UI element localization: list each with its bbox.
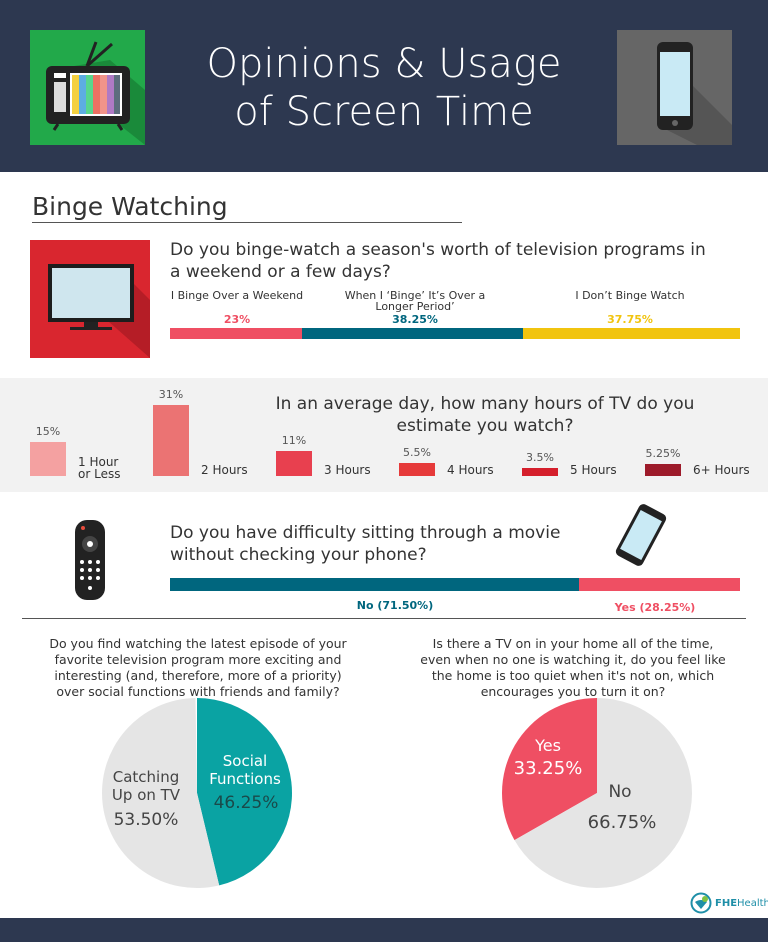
pie1-social-label: Social Functions — [209, 752, 281, 788]
hours-category-label: 6+ Hours — [693, 463, 750, 477]
hours-value-label: 5.5% — [403, 446, 431, 460]
pie2-yes-value: 33.25% — [513, 758, 583, 779]
binge-label-weekend: I Binge Over a Weekend — [170, 289, 304, 302]
hours-bar — [399, 463, 435, 476]
tv-retro-icon — [30, 30, 145, 145]
pie-slice — [197, 698, 293, 886]
hours-category-label: 1 Hour or Less — [78, 455, 121, 481]
footer — [0, 918, 768, 942]
hours-bar — [522, 467, 558, 476]
hours-value-label: 3.5% — [526, 450, 554, 464]
binge-label-longer: When I ‘Binge’ It’s Over a Longer Period… — [344, 289, 486, 313]
pie-slice — [102, 698, 220, 888]
bar-segment — [170, 328, 303, 339]
title-line-1: Opinions & Usage — [206, 41, 562, 87]
phone-question: Do you have difficulty sitting through a… — [170, 523, 561, 565]
hours-value-label: 15% — [35, 424, 61, 438]
phone-no-label: No (71.50%) — [356, 599, 434, 612]
hours-value-label: 11% — [281, 433, 307, 447]
bar-segment — [302, 328, 523, 339]
pie-slice — [501, 698, 597, 841]
binge-pct-longer: 38.25% — [392, 313, 438, 326]
pie1-question: Do you find watching the latest episode … — [49, 636, 347, 699]
binge-pct-dont: 37.75% — [607, 313, 653, 326]
binge-pct-weekend: 23% — [223, 313, 251, 326]
hours-band — [0, 378, 768, 492]
section-divider — [32, 222, 462, 223]
binge-label-dont: I Don’t Binge Watch — [575, 289, 685, 302]
hours-category-label: 4 Hours — [447, 463, 494, 477]
pie2-yes-label: Yes — [535, 736, 561, 755]
bar-segment — [578, 578, 740, 591]
smartphone-icon — [608, 502, 674, 572]
page-title: Opinions & Usage of Screen Time — [150, 40, 618, 136]
hours-bar — [30, 441, 66, 476]
hours-category-label: 2 Hours — [201, 463, 248, 477]
pie2-no-label: No — [608, 782, 632, 802]
binge-question: Do you binge-watch a season's worth of t… — [170, 240, 706, 282]
pie1-tv-value: 53.50% — [113, 810, 179, 830]
phone-stacked-bar — [170, 578, 740, 591]
hours-value-label: 5.25% — [645, 446, 681, 460]
pie2-no-value: 66.75% — [587, 812, 657, 833]
bar-segment — [170, 578, 579, 591]
flat-tv-icon — [30, 240, 150, 358]
binge-stacked-bar — [170, 328, 740, 339]
hours-bar — [276, 450, 312, 476]
hours-question: In an average day, how many hours of TV … — [275, 394, 695, 436]
phone-yes-label: Yes (28.25%) — [614, 601, 696, 614]
pie1-tv-label: Catching Up on TV — [111, 768, 181, 804]
remote-control-icon — [72, 518, 108, 606]
pie2-question: Is there a TV on in your home all of the… — [420, 636, 726, 699]
pie1-social-value: 46.25% — [213, 793, 279, 813]
hours-bar — [645, 463, 681, 476]
divider — [22, 618, 746, 619]
smartphone-icon — [617, 30, 732, 145]
fhehealth-logo: FHEHealth — [690, 892, 768, 914]
title-line-2: of Screen Time — [234, 89, 534, 135]
pie-slice — [514, 698, 692, 888]
bar-segment — [522, 328, 740, 339]
section-title: Binge Watching — [32, 192, 228, 221]
hours-bar — [153, 405, 189, 476]
pie-charts — [102, 698, 692, 888]
hours-value-label: 31% — [158, 388, 184, 401]
hours-category-label: 3 Hours — [324, 463, 371, 477]
hours-category-label: 5 Hours — [570, 463, 617, 477]
